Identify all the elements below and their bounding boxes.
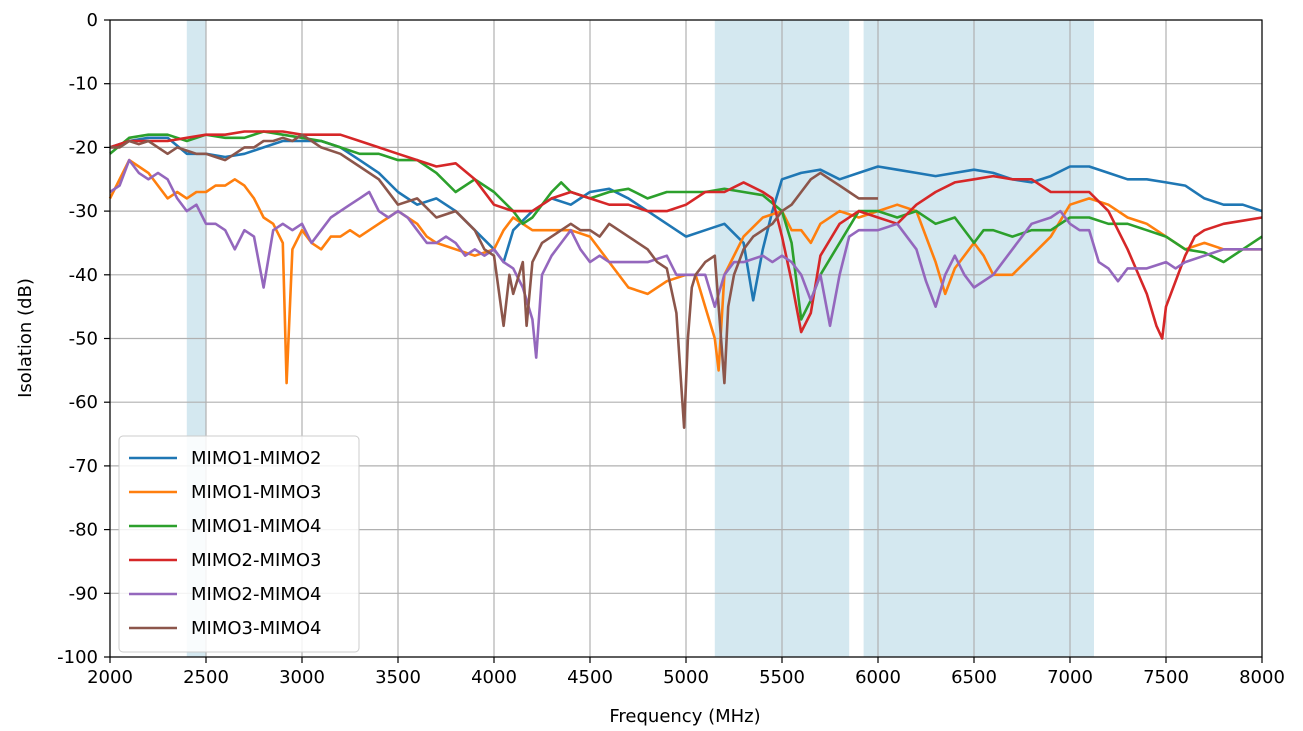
y-tick-label: -100	[57, 647, 98, 668]
x-tick-label: 4500	[567, 667, 613, 688]
x-tick-label: 2000	[87, 667, 133, 688]
legend-label-mimo3-mimo4: MIMO3-MIMO4	[191, 618, 321, 639]
x-tick-label: 7000	[1047, 667, 1093, 688]
y-tick-label: 0	[87, 10, 98, 31]
legend-label-mimo1-mimo3: MIMO1-MIMO3	[191, 482, 321, 503]
y-tick-label: -60	[69, 392, 98, 413]
x-tick-label: 7500	[1143, 667, 1189, 688]
x-tick-label: 8000	[1239, 667, 1285, 688]
y-tick-label: -90	[69, 583, 98, 604]
legend: MIMO1-MIMO2 MIMO1-MIMO3 MIMO1-MIMO4 MIMO2-M…	[118, 435, 360, 653]
series-line-mimo2-mimo3	[109, 130, 1263, 340]
y-tick-label: -70	[69, 456, 98, 477]
x-tick-label: 2500	[183, 667, 229, 688]
x-tick-label: 6500	[951, 667, 997, 688]
series-lines	[108, 130, 1263, 429]
series-line-mimo3-mimo4	[110, 133, 878, 429]
y-tick-label: -30	[69, 201, 98, 222]
series-line-mimo2-mimo4	[109, 158, 1262, 359]
x-tick-label: 3000	[279, 667, 325, 688]
legend-label-mimo2-mimo3: MIMO2-MIMO3	[191, 550, 321, 571]
y-tick-label: -10	[69, 74, 98, 95]
y-tick-label: -50	[69, 329, 98, 350]
x-tick-label: 4000	[471, 667, 517, 688]
x-tick-label: 6000	[855, 667, 901, 688]
y-axis-label: Isolation (dB)	[15, 278, 36, 398]
legend-label-mimo1-mimo2: MIMO1-MIMO2	[191, 448, 321, 469]
x-axis-label: Frequency (MHz)	[609, 706, 760, 727]
x-tick-label: 5000	[663, 667, 709, 688]
axis-ticks: 2000 2500 3000 3500 4000 4500 5000 5500 6000 6500…	[57, 10, 1285, 688]
y-tick-label: -80	[69, 520, 98, 541]
legend-label-mimo2-mimo4: MIMO2-MIMO4	[191, 584, 321, 605]
x-tick-label: 3500	[375, 667, 421, 688]
legend-box	[118, 435, 360, 653]
y-tick-label: -40	[69, 265, 98, 286]
legend-label-mimo1-mimo4: MIMO1-MIMO4	[191, 516, 321, 537]
series-line-mimo1-mimo4	[109, 130, 1263, 321]
x-tick-label: 5500	[759, 667, 805, 688]
y-tick-label: -20	[69, 137, 98, 158]
